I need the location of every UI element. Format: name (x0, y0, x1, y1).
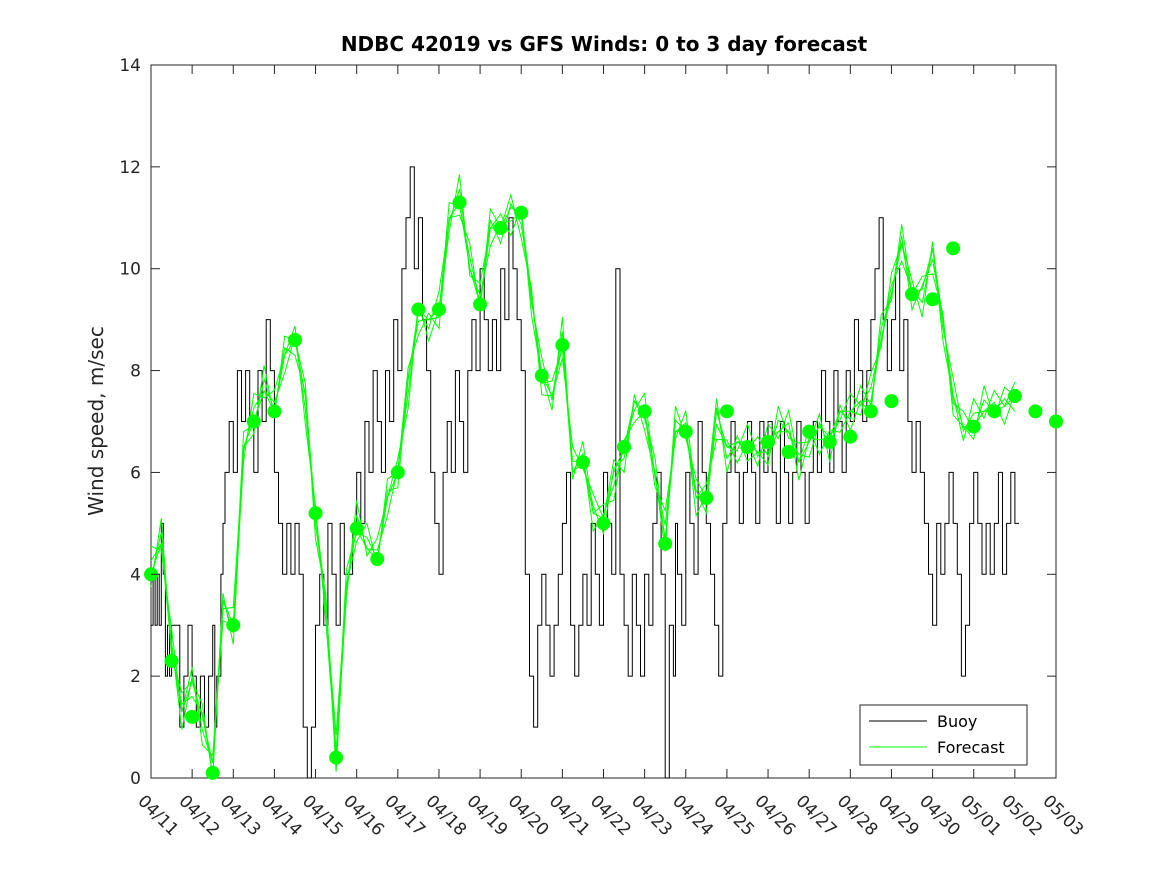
forecast-point (946, 241, 961, 256)
y-tick-label: 6 (130, 463, 141, 483)
forecast-point (390, 465, 405, 480)
forecast-point (987, 404, 1002, 419)
forecast-point (966, 419, 981, 434)
forecast-point (761, 434, 776, 449)
forecast-point (802, 424, 817, 439)
forecast-point (411, 302, 426, 317)
forecast-point (617, 439, 632, 454)
forecast-point (699, 490, 714, 505)
y-tick-label: 12 (119, 158, 141, 178)
forecast-point (205, 765, 220, 780)
forecast-point (514, 205, 529, 220)
forecast-point (658, 536, 673, 551)
forecast-point (822, 434, 837, 449)
forecast-point (1049, 414, 1063, 429)
forecast-point (884, 394, 899, 409)
y-tick-label: 14 (119, 56, 141, 76)
y-tick-label: 4 (130, 565, 141, 585)
forecast-point (596, 516, 611, 531)
forecast-point (555, 338, 570, 353)
forecast-point (678, 424, 693, 439)
y-tick-label: 2 (130, 667, 141, 687)
forecast-line (150, 174, 1016, 757)
forecast-point (164, 653, 179, 668)
forecast-point (226, 618, 241, 633)
legend-buoy-label: Buoy (937, 712, 977, 731)
plot-area (150, 64, 1057, 779)
forecast-point (185, 709, 200, 724)
forecast-point (267, 404, 282, 419)
forecast-point (349, 521, 364, 536)
forecast-point (493, 220, 508, 235)
forecast-point (370, 552, 385, 567)
y-axis-label: Wind speed, m/sec (84, 326, 108, 516)
forecast-point (843, 429, 858, 444)
legend: Buoy Forecast (859, 704, 1028, 766)
series-layer (144, 166, 1063, 780)
y-tick-label: 8 (130, 362, 141, 382)
buoy-line (151, 166, 1019, 779)
chart-title: NDBC 42019 vs GFS Winds: 0 to 3 day fore… (341, 32, 868, 56)
forecast-point (534, 368, 549, 383)
forecast-point (740, 439, 755, 454)
y-tick-label: 10 (119, 260, 141, 280)
forecast-point (473, 297, 488, 312)
forecast-point (781, 445, 796, 460)
forecast-point (925, 292, 940, 307)
forecast-point (575, 455, 590, 470)
forecast-point (329, 750, 344, 765)
forecast-point (863, 404, 878, 419)
y-tick-label: 0 (130, 769, 141, 789)
forecast-point (452, 195, 467, 210)
forecast-point (719, 404, 734, 419)
forecast-point (637, 404, 652, 419)
forecast-point (308, 506, 323, 521)
forecast-point (1028, 404, 1043, 419)
legend-box (859, 704, 1028, 766)
forecast-point (1007, 389, 1022, 404)
forecast-point (246, 414, 261, 429)
y-axis: 0 2 4 6 8 10 12 14 (119, 56, 1056, 789)
forecast-point (905, 287, 920, 302)
legend-forecast-label: Forecast (937, 738, 1005, 757)
forecast-point (431, 302, 446, 317)
forecast-point (287, 333, 302, 348)
